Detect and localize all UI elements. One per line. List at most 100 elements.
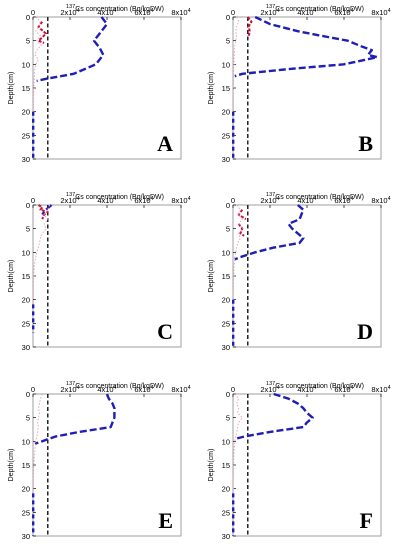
x-tick-exponent: 4 (114, 8, 117, 14)
y-tick-label: 25 (222, 319, 230, 328)
x-tick-mantissa: 0 (31, 385, 35, 394)
y-axis-label: Depth(cm) (208, 260, 215, 293)
x-tick-label: 6x104 (334, 196, 353, 205)
x-tick-label: 2x104 (260, 196, 279, 205)
x-axis-label-isotope: 137 (66, 4, 75, 10)
x-tick-mantissa: 4x10 (297, 8, 313, 17)
y-tick-label: 20 (22, 296, 30, 305)
x-tick-mantissa: 4x10 (297, 385, 313, 394)
x-tick-exponent: 4 (351, 385, 354, 391)
x-axis-label-text: Cs concentration (Bq/kgDW) (75, 6, 164, 13)
x-tick-mantissa: 2x10 (60, 385, 76, 394)
panel-label: E (158, 508, 173, 533)
y-tick-label: 20 (222, 296, 230, 305)
x-tick-mantissa: 6x10 (334, 385, 350, 394)
series-line (37, 21, 47, 44)
x-axis-label-text: Cs concentration (Bq/kgDW) (275, 6, 364, 13)
x-tick-label: 4x104 (297, 196, 316, 205)
y-tick-label: 25 (22, 319, 30, 328)
panel-E: 137Cs concentration (Bq/kgDW)0 2x104 4x104… (8, 381, 191, 541)
x-axis-label-isotope: 137 (266, 381, 275, 387)
panel-label: C (157, 319, 173, 344)
x-tick-mantissa: 2x10 (260, 8, 276, 17)
x-tick-label: 4x104 (297, 385, 316, 394)
x-tick-exponent: 4 (114, 196, 117, 202)
x-tick-mantissa: 6x10 (134, 196, 150, 205)
series-line (32, 204, 51, 305)
x-tick-mantissa: 2x10 (260, 196, 276, 205)
x-tick-exponent: 4 (188, 385, 191, 391)
x-tick-mantissa: 4x10 (97, 8, 113, 17)
panel-label: D (357, 319, 373, 344)
y-tick-label: 15 (22, 84, 30, 93)
x-axis-label: 137Cs concentration (Bq/kgDW) (66, 4, 164, 13)
y-tick-label: 20 (222, 108, 230, 117)
x-tick-mantissa: 8x10 (371, 8, 387, 17)
x-tick-exponent: 4 (388, 196, 391, 202)
x-tick-exponent: 4 (77, 8, 80, 14)
x-tick-label: 2x104 (60, 8, 79, 17)
y-tick-label: 25 (222, 131, 230, 140)
x-tick-label: 0 (31, 8, 35, 17)
y-tick-label: 0 (226, 201, 230, 210)
panel-C: 137Cs concentration (Bq/kgDW)0 2x104 4x104… (8, 192, 191, 352)
x-tick-mantissa: 4x10 (97, 196, 113, 205)
y-tick-label: 5 (26, 414, 30, 423)
x-tick-exponent: 4 (388, 385, 391, 391)
x-tick-exponent: 4 (314, 196, 317, 202)
series-line (234, 204, 305, 261)
y-tick-label: 30 (22, 343, 30, 352)
x-tick-label: 2x104 (260, 385, 279, 394)
x-axis-label-isotope: 137 (266, 192, 275, 198)
y-tick-label: 20 (22, 108, 30, 117)
series-line (34, 393, 116, 445)
x-tick-label: 4x104 (97, 196, 116, 205)
y-tick-label: 25 (222, 508, 230, 517)
x-tick-label: 8x104 (371, 8, 390, 17)
x-tick-exponent: 4 (151, 385, 154, 391)
x-tick-exponent: 4 (77, 385, 80, 391)
x-tick-mantissa: 6x10 (134, 385, 150, 394)
x-tick-mantissa: 8x10 (171, 385, 187, 394)
x-axis-label: 137Cs concentration (Bq/kgDW) (266, 381, 364, 390)
x-tick-mantissa: 8x10 (171, 196, 187, 205)
y-tick-label: 5 (26, 225, 30, 234)
y-tick-label: 10 (222, 248, 230, 257)
y-tick-label: 10 (22, 60, 30, 69)
x-tick-mantissa: 6x10 (134, 8, 150, 17)
series-line (232, 393, 243, 494)
y-tick-label: 0 (226, 390, 230, 399)
x-tick-label: 8x104 (171, 385, 190, 394)
x-tick-label: 4x104 (297, 8, 316, 17)
x-tick-exponent: 4 (151, 8, 154, 14)
x-tick-exponent: 4 (277, 8, 280, 14)
x-tick-mantissa: 6x10 (334, 8, 350, 17)
x-tick-label: 0 (231, 8, 235, 17)
y-tick-label: 15 (222, 84, 230, 93)
series-line (37, 204, 49, 220)
x-tick-exponent: 4 (188, 196, 191, 202)
y-tick-label: 5 (226, 414, 230, 423)
series-line (36, 16, 109, 83)
x-tick-label: 6x104 (334, 385, 353, 394)
x-tick-exponent: 4 (188, 8, 191, 14)
series-line (247, 16, 253, 37)
panel-F: 137Cs concentration (Bq/kgDW)0 2x104 4x104… (208, 381, 391, 541)
y-tick-label: 0 (26, 390, 30, 399)
x-tick-label: 8x104 (171, 196, 190, 205)
x-tick-exponent: 4 (351, 196, 354, 202)
x-axis-label: 137Cs concentration (Bq/kgDW) (266, 192, 364, 201)
x-tick-mantissa: 8x10 (371, 196, 387, 205)
x-tick-label: 0 (31, 196, 35, 205)
series-line (234, 392, 314, 441)
y-tick-label: 15 (222, 272, 230, 281)
panel-B: 137Cs concentration (Bq/kgDW)0 2x104 4x104… (208, 4, 391, 164)
panel-label: A (157, 131, 173, 156)
x-tick-label: 0 (31, 385, 35, 394)
y-tick-label: 5 (26, 37, 30, 46)
x-tick-label: 2x104 (260, 8, 279, 17)
y-tick-label: 20 (22, 485, 30, 494)
y-tick-label: 10 (22, 437, 30, 446)
x-tick-label: 6x104 (334, 8, 353, 17)
